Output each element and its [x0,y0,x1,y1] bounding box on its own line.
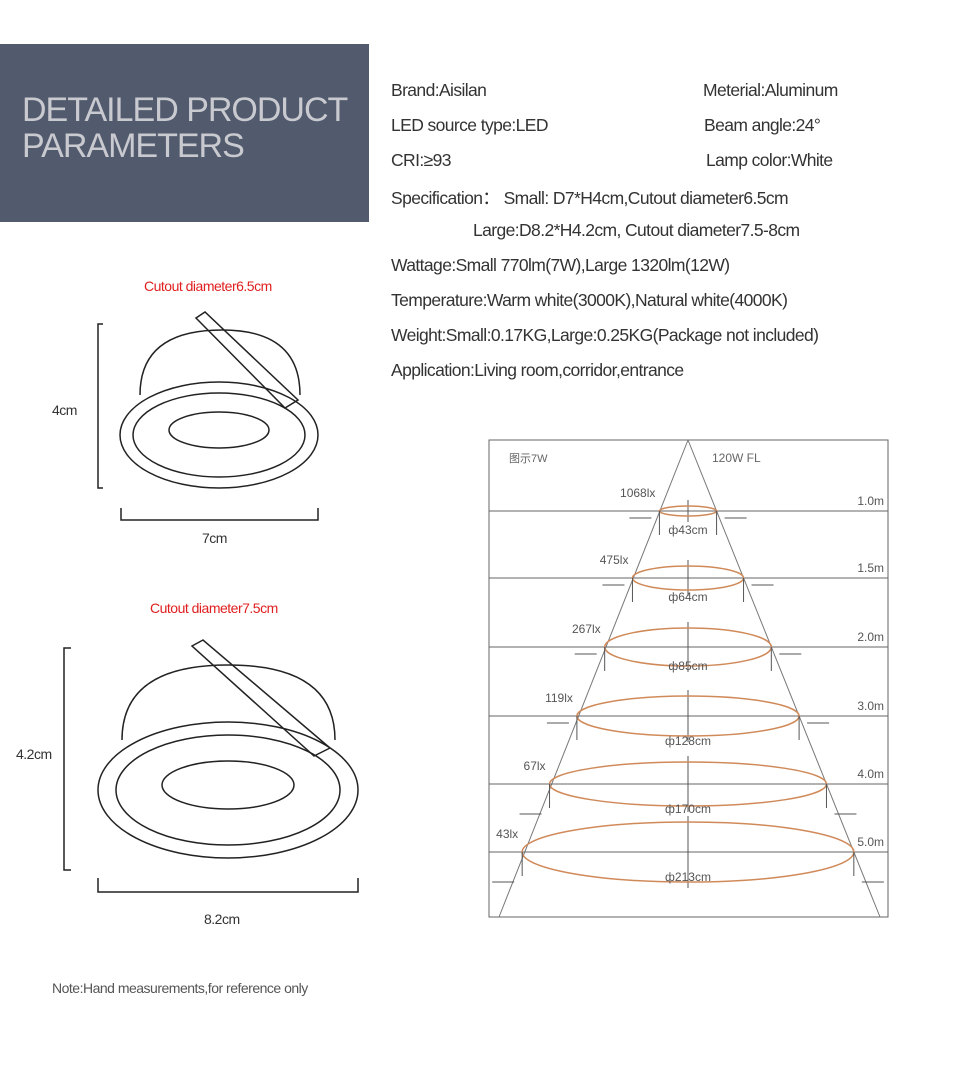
spec-cri: CRI:≥93 [391,150,451,170]
diameter-label: ф85cm [668,659,707,673]
page-title: DETAILED PRODUCT PARAMETERS [22,91,348,165]
diagram-label-left: 图示7W [509,452,548,465]
spec-application: Application:Living room,corridor,entranc… [391,360,684,380]
large-cutout-label: Cutout diameter7.5cm [150,600,278,616]
large-height-label: 4.2cm [16,746,52,762]
large-lamp-drawing [63,639,359,893]
header-banner: DETAILED PRODUCT PARAMETERS [0,44,369,222]
spec-led-source: LED source type:LED [391,115,548,135]
spec-beam-angle: Beam angle:24° [704,115,821,135]
distance-label: 3.0m [857,699,884,713]
spec-temperature: Temperature:Warm white(3000K),Natural wh… [391,290,788,310]
large-width-label: 8.2cm [204,911,240,927]
small-cutout-label: Cutout diameter6.5cm [144,278,272,294]
diameter-label: ф43cm [668,523,707,537]
diameter-label: ф213cm [665,870,711,884]
spec-specification-large: Large:D8.2*H4.2cm, Cutout diameter7.5-8c… [473,220,800,240]
lux-label: 67lx [524,759,546,773]
distance-label: 2.0m [857,630,884,644]
lux-label: 43lx [496,827,518,841]
distance-label: 1.0m [857,494,884,508]
diameter-label: ф170cm [665,802,711,816]
spec-brand: Brand:Aisilan [391,80,487,100]
spec-wattage: Wattage:Small 770lm(7W),Large 1320lm(12W… [391,255,730,275]
lux-label: 1068lx [620,486,655,500]
distance-label: 4.0m [857,767,884,781]
cone-right-edge [687,439,881,918]
lux-label: 267lx [572,622,601,636]
diameter-label: ф64cm [668,590,707,604]
spec-specification-small: Specification： Small: D7*H4cm,Cutout dia… [391,188,789,208]
diameter-label: ф128cm [665,734,711,748]
distance-label: 1.5m [857,561,884,575]
small-height-label: 4cm [52,402,77,418]
small-lamp-drawing [97,311,319,521]
small-width-label: 7cm [202,530,227,546]
lux-label: 475lx [600,553,629,567]
lux-label: 119lx [545,691,573,705]
distance-label: 5.0m [857,835,884,849]
diagram-label-right: 120W FL [712,451,761,465]
spec-material: Meterial:Aluminum [703,80,838,100]
measurement-note: Note:Hand measurements,for reference onl… [52,980,308,996]
spec-weight: Weight:Small:0.17KG,Large:0.25KG(Package… [391,325,819,345]
spec-lamp-color: Lamp color:White [706,150,833,170]
cone-left-edge [498,439,689,918]
